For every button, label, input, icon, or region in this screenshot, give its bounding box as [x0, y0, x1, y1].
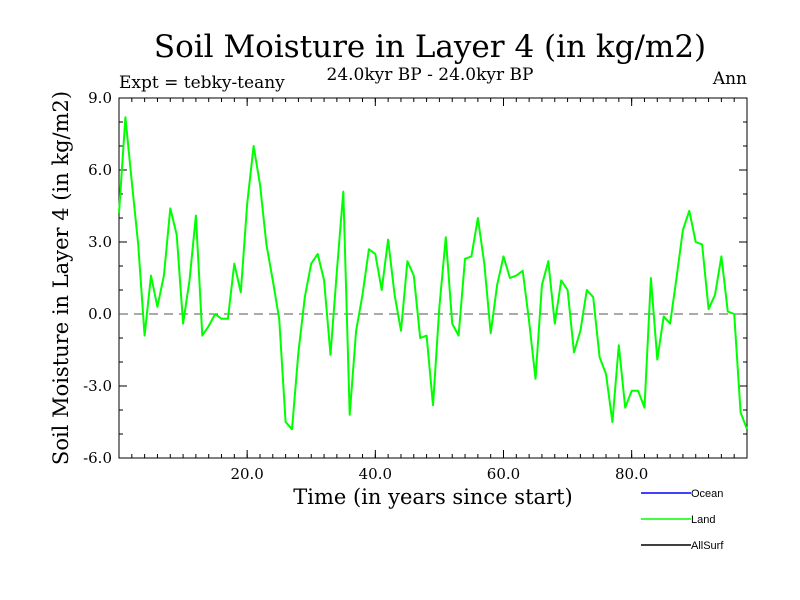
x-tick-label: 20.0 [230, 465, 263, 483]
y-tick-label: 6.0 [88, 161, 112, 179]
legend-label-ocean: Ocean [691, 488, 723, 500]
y-tick-label: -6.0 [83, 449, 112, 467]
y-tick-labels: -6.0 -3.0 0.0 3.0 6.0 9.0 [83, 89, 112, 467]
series-line-land [118, 116, 748, 431]
chart-title: Soil Moisture in Layer 4 (in kg/m2) [154, 29, 706, 65]
y-tick-label: -3.0 [83, 377, 112, 395]
legend: Ocean Land AllSurf [641, 488, 724, 552]
x-tick-label: 80.0 [615, 465, 648, 483]
legend-label-allsurf: AllSurf [691, 540, 724, 552]
y-tick-label: 9.0 [88, 89, 112, 107]
y-tick-label: 3.0 [88, 233, 112, 251]
y-axis-label: Soil Moisture in Layer 4 (in kg/m2) [49, 91, 73, 465]
x-axis-label: Time (in years since start) [293, 485, 572, 509]
y-tick-label: 0.0 [88, 305, 112, 323]
period-label: Ann [712, 69, 747, 89]
experiment-label: Expt = tebky-teany [119, 73, 285, 93]
x-tick-labels: 20.0 40.0 60.0 80.0 [230, 465, 648, 483]
x-tick-label: 60.0 [487, 465, 520, 483]
x-tick-label: 40.0 [359, 465, 392, 483]
series-lines [118, 116, 748, 431]
legend-label-land: Land [691, 514, 715, 526]
chart-subtitle: 24.0kyr BP - 24.0kyr BP [327, 65, 534, 85]
plot-frame [118, 97, 748, 459]
